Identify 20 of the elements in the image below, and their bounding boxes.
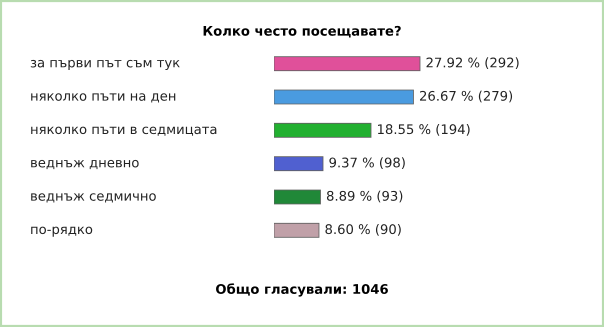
y-tick-label: за първи път съм тук (30, 60, 180, 70)
bar (274, 56, 420, 72)
chart-title: Колко често посещавате? (204, 26, 401, 38)
data-label: 8.60 % (90) (325, 224, 401, 236)
bar (274, 156, 324, 172)
y-tick-label: по-рядко (31, 226, 92, 237)
y-tick-label: няколко пъти на ден (31, 93, 176, 102)
data-label: 9.37 % (98) (329, 157, 405, 170)
bar (274, 190, 321, 204)
y-tick-label: веднъж седмично (31, 193, 156, 202)
y-tick-label: няколко пъти в седмицата (31, 126, 216, 136)
data-label: 26.67 % (279) (420, 90, 512, 102)
bar (274, 122, 372, 138)
bar (274, 222, 320, 238)
bar (274, 90, 414, 104)
data-label: 8.89 % (93) (326, 190, 402, 202)
y-tick-label: веднъж дневно (31, 160, 139, 170)
text: Общо гласували: 1046 (216, 283, 388, 297)
data-label: 27.92 % (292) (426, 57, 519, 70)
data-label: 18.55 % (194) (378, 124, 470, 136)
